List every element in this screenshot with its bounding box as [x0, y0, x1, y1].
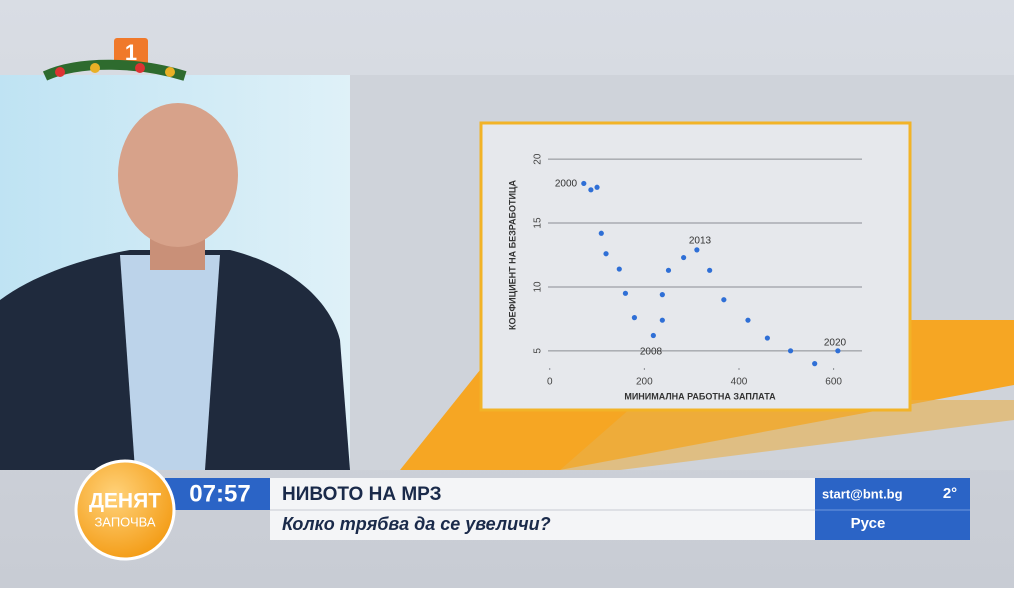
point	[603, 251, 609, 257]
headline-bar	[270, 478, 815, 540]
email: start@bnt.bg	[822, 486, 903, 501]
x-tick-label: 0	[547, 377, 553, 388]
subheadline: Колко трябва да се увеличи?	[282, 514, 551, 534]
show-logo	[74, 459, 176, 561]
point	[812, 361, 818, 367]
point	[598, 230, 604, 236]
annotation: 2013	[689, 236, 712, 247]
point	[764, 335, 770, 341]
show-title: ДЕНЯТ	[89, 490, 161, 513]
point	[650, 332, 656, 339]
point	[787, 348, 794, 354]
y-axis-label: КОЕФИЦИЕНТ НА БЕЗРАБОТИЦА	[507, 179, 517, 330]
point	[694, 247, 700, 253]
annotation: 2000	[555, 179, 578, 190]
annotation: 2020	[824, 338, 847, 349]
x-tick-label: 400	[731, 377, 748, 388]
headline: НИВОТО НА МРЗ	[282, 484, 442, 505]
point	[665, 267, 672, 273]
point	[616, 266, 622, 272]
show-subtitle: ЗАПОЧВА	[94, 514, 155, 529]
info-box	[815, 478, 970, 540]
shirt	[120, 255, 220, 470]
point	[835, 348, 841, 354]
y-tick-label: 5	[533, 348, 544, 354]
chart-frame	[479, 121, 912, 412]
point	[659, 317, 665, 323]
clock-box	[165, 478, 270, 510]
point	[681, 254, 687, 261]
y-tick-label: 15	[533, 217, 544, 229]
channel-logo: 1	[42, 38, 187, 81]
point	[631, 315, 638, 321]
x-tick-label: 600	[825, 377, 842, 388]
city: Русе	[851, 515, 886, 532]
point	[721, 297, 727, 303]
x-tick-label: 200	[636, 377, 653, 388]
point	[707, 267, 713, 273]
x-axis-label: МИНИМАЛНА РАБОТНА ЗАПЛАТА	[624, 391, 776, 401]
y-tick-label: 20	[533, 153, 544, 165]
point	[622, 290, 629, 296]
logo-text: 1	[125, 40, 137, 65]
point	[588, 187, 594, 193]
head	[118, 103, 238, 247]
point	[581, 180, 587, 187]
clock: 07:57	[189, 480, 250, 507]
temperature: 2°	[943, 485, 957, 502]
point	[594, 184, 600, 190]
annotation: 2008	[640, 347, 663, 358]
point	[659, 292, 665, 298]
y-tick-label: 10	[533, 281, 544, 293]
point	[745, 317, 751, 323]
stripe	[560, 400, 1014, 470]
